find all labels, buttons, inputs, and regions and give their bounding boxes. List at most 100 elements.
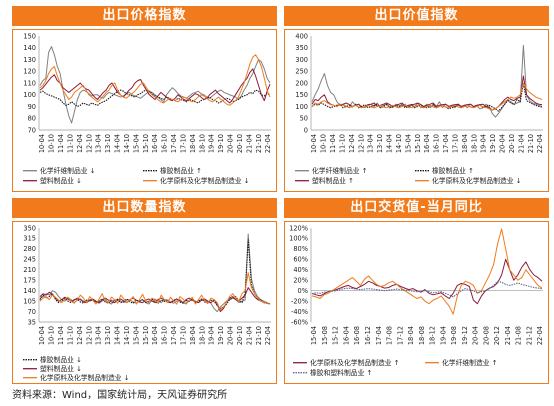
x-tick-label: 20-10 xyxy=(508,134,516,153)
x-tick-label: 15-04 xyxy=(132,326,140,345)
y-tick-label: 400 xyxy=(295,32,308,40)
x-tick-label: 18-10 xyxy=(470,134,478,153)
x-tick-label: 14-10 xyxy=(123,134,131,153)
y-tick-label: 100 xyxy=(295,103,308,111)
x-tick-label: 17-04 xyxy=(375,326,383,345)
y-tick-label: 280 xyxy=(23,245,36,253)
x-tick-label: 11-04 xyxy=(57,326,65,345)
y-tick-label: 0% xyxy=(298,287,308,295)
y-tick-label: 80 xyxy=(28,115,36,123)
x-tick-label: 20-04 xyxy=(227,134,235,153)
x-tick-label: 10-04 xyxy=(38,134,46,153)
x-tick-label: 16-10 xyxy=(161,134,169,153)
x-tick-label: 21-04 xyxy=(517,134,525,153)
y-tick-label: 315 xyxy=(23,235,36,243)
x-tick-label: 15-08 xyxy=(321,326,329,345)
y-tick-label: 70 xyxy=(28,126,36,134)
x-tick-label: 21-12 xyxy=(525,326,533,345)
x-tick-label: 21-08 xyxy=(515,326,523,345)
y-tick-label: 350 xyxy=(23,224,36,232)
legend-label: 塑料制品业 ↑ xyxy=(312,176,354,185)
y-tick-label: 210 xyxy=(23,266,36,274)
legend-label: 塑料制品业 ↓ xyxy=(40,364,82,373)
x-tick-label: 16-08 xyxy=(353,326,361,345)
series-line xyxy=(311,75,543,111)
x-tick-label: 11-04 xyxy=(329,134,337,153)
legend-label: 化学纤维制造业 ↑ xyxy=(442,358,497,367)
panel-price-index: 出口价格指数 150 140 130 120 110 100 90 80 70 10-04 10-1… xyxy=(12,6,277,192)
x-tick-label: 17-08 xyxy=(386,326,394,345)
chart-frame: 400 350 300 250 200 150 100 50 0 10-04 10-10 11-04 1… xyxy=(284,29,549,192)
x-tick-label: 13-04 xyxy=(367,134,375,153)
x-tick-label: 18-08 xyxy=(418,326,426,345)
x-tick-label: 17-10 xyxy=(179,326,187,345)
x-tick-label: 11-04 xyxy=(57,134,65,153)
x-tick-label: 14-04 xyxy=(386,134,394,153)
panel-value-index: 出口价值指数 400 350 300 250 200 150 100 50 0 10-04 10-1… xyxy=(284,6,549,192)
y-tick-label: 130 xyxy=(23,56,36,64)
x-tick-label: 22-04 xyxy=(536,326,544,345)
y-tick-label: 120% xyxy=(289,224,308,232)
x-tick-label: 18-04 xyxy=(189,134,197,153)
x-tick-label: 19-08 xyxy=(450,326,458,345)
x-tick-label: 16-10 xyxy=(161,326,169,345)
x-tick-label: 19-04 xyxy=(208,134,216,153)
chart-frame: 150 140 130 120 110 100 90 80 70 10-04 10-10 11-04 1… xyxy=(12,29,277,192)
legend-label: 橡胶制品业 ↑ xyxy=(432,166,474,175)
source-note: 资料来源：Wind，国家统计局，天风证券研究所 xyxy=(12,390,228,401)
x-tick-label: 15-04 xyxy=(310,326,318,345)
x-tick-label: 15-10 xyxy=(142,134,150,153)
x-tick-label: 16-10 xyxy=(433,134,441,153)
y-tick-label: 90 xyxy=(28,103,36,111)
y-tick-label: 40% xyxy=(293,266,308,274)
chart-title: 出口数量指数 xyxy=(12,198,277,218)
y-tick-label: 150 xyxy=(23,32,36,40)
x-tick-label: 20-10 xyxy=(236,134,244,153)
x-tick-label: 15-04 xyxy=(404,134,412,153)
legend-label: 化学原料及化学制品制造业 ↑ xyxy=(310,358,399,367)
x-tick-label: 10-04 xyxy=(310,134,318,153)
x-tick-label: 18-04 xyxy=(461,134,469,153)
x-tick-label: 16-04 xyxy=(423,134,431,153)
x-tick-label: 13-10 xyxy=(376,134,384,153)
y-tick-label: 100 xyxy=(23,91,36,99)
y-tick-label: 175 xyxy=(23,277,36,285)
legend-label: 化学原料及化学制品制造业 ↓ xyxy=(160,176,249,185)
y-tick-label: 50 xyxy=(300,115,308,123)
x-tick-label: 20-12 xyxy=(493,326,501,345)
x-tick-label: 17-04 xyxy=(170,134,178,153)
chart-title: 出口价值指数 xyxy=(284,6,549,26)
x-tick-label: 20-04 xyxy=(472,326,480,345)
panel-volume-index: 出口数量指数 350 315 280 245 210 175 140 105 70 35 10-04… xyxy=(12,198,277,384)
y-tick-label: 200 xyxy=(295,79,308,87)
x-tick-label: 22-04 xyxy=(536,134,544,153)
legend-label: 化学纤维制品业 ↓ xyxy=(40,166,95,175)
y-tick-label: 80% xyxy=(293,245,308,253)
x-tick-label: 13-10 xyxy=(104,134,112,153)
x-tick-label: 19-12 xyxy=(461,326,469,345)
legend-label: 橡胶制品业 ↑ xyxy=(160,166,202,175)
panel-delivery-yoy: 出口交货值-当月同比 120% 100% 80% 60% 40% 20% 0% -20% -40… xyxy=(284,198,549,384)
x-tick-label: 21-04 xyxy=(245,326,253,345)
x-tick-label: 21-04 xyxy=(504,326,512,345)
legend-label: 化学原料及化学制品制造业 ↓ xyxy=(432,176,521,185)
x-tick-label: 10-10 xyxy=(48,326,56,345)
x-tick-label: 19-04 xyxy=(439,326,447,345)
x-tick-label: 18-04 xyxy=(407,326,415,345)
x-tick-label: 11-10 xyxy=(66,326,74,345)
y-tick-label: 0 xyxy=(304,126,308,134)
x-tick-label: 16-12 xyxy=(364,326,372,345)
chart-title: 出口价格指数 xyxy=(12,6,277,26)
x-tick-label: 18-12 xyxy=(429,326,437,345)
x-tick-label: 17-04 xyxy=(170,326,178,345)
x-tick-label: 14-04 xyxy=(114,134,122,153)
y-tick-label: 140 xyxy=(23,287,36,295)
series-line xyxy=(39,239,271,310)
x-tick-label: 20-08 xyxy=(482,326,490,345)
x-tick-label: 10-04 xyxy=(38,326,46,345)
x-tick-label: 17-12 xyxy=(396,326,404,345)
x-tick-label: 16-04 xyxy=(151,134,159,153)
x-tick-label: 15-12 xyxy=(332,326,340,345)
legend-label: 化学纤维制品业 ↑ xyxy=(312,166,367,175)
